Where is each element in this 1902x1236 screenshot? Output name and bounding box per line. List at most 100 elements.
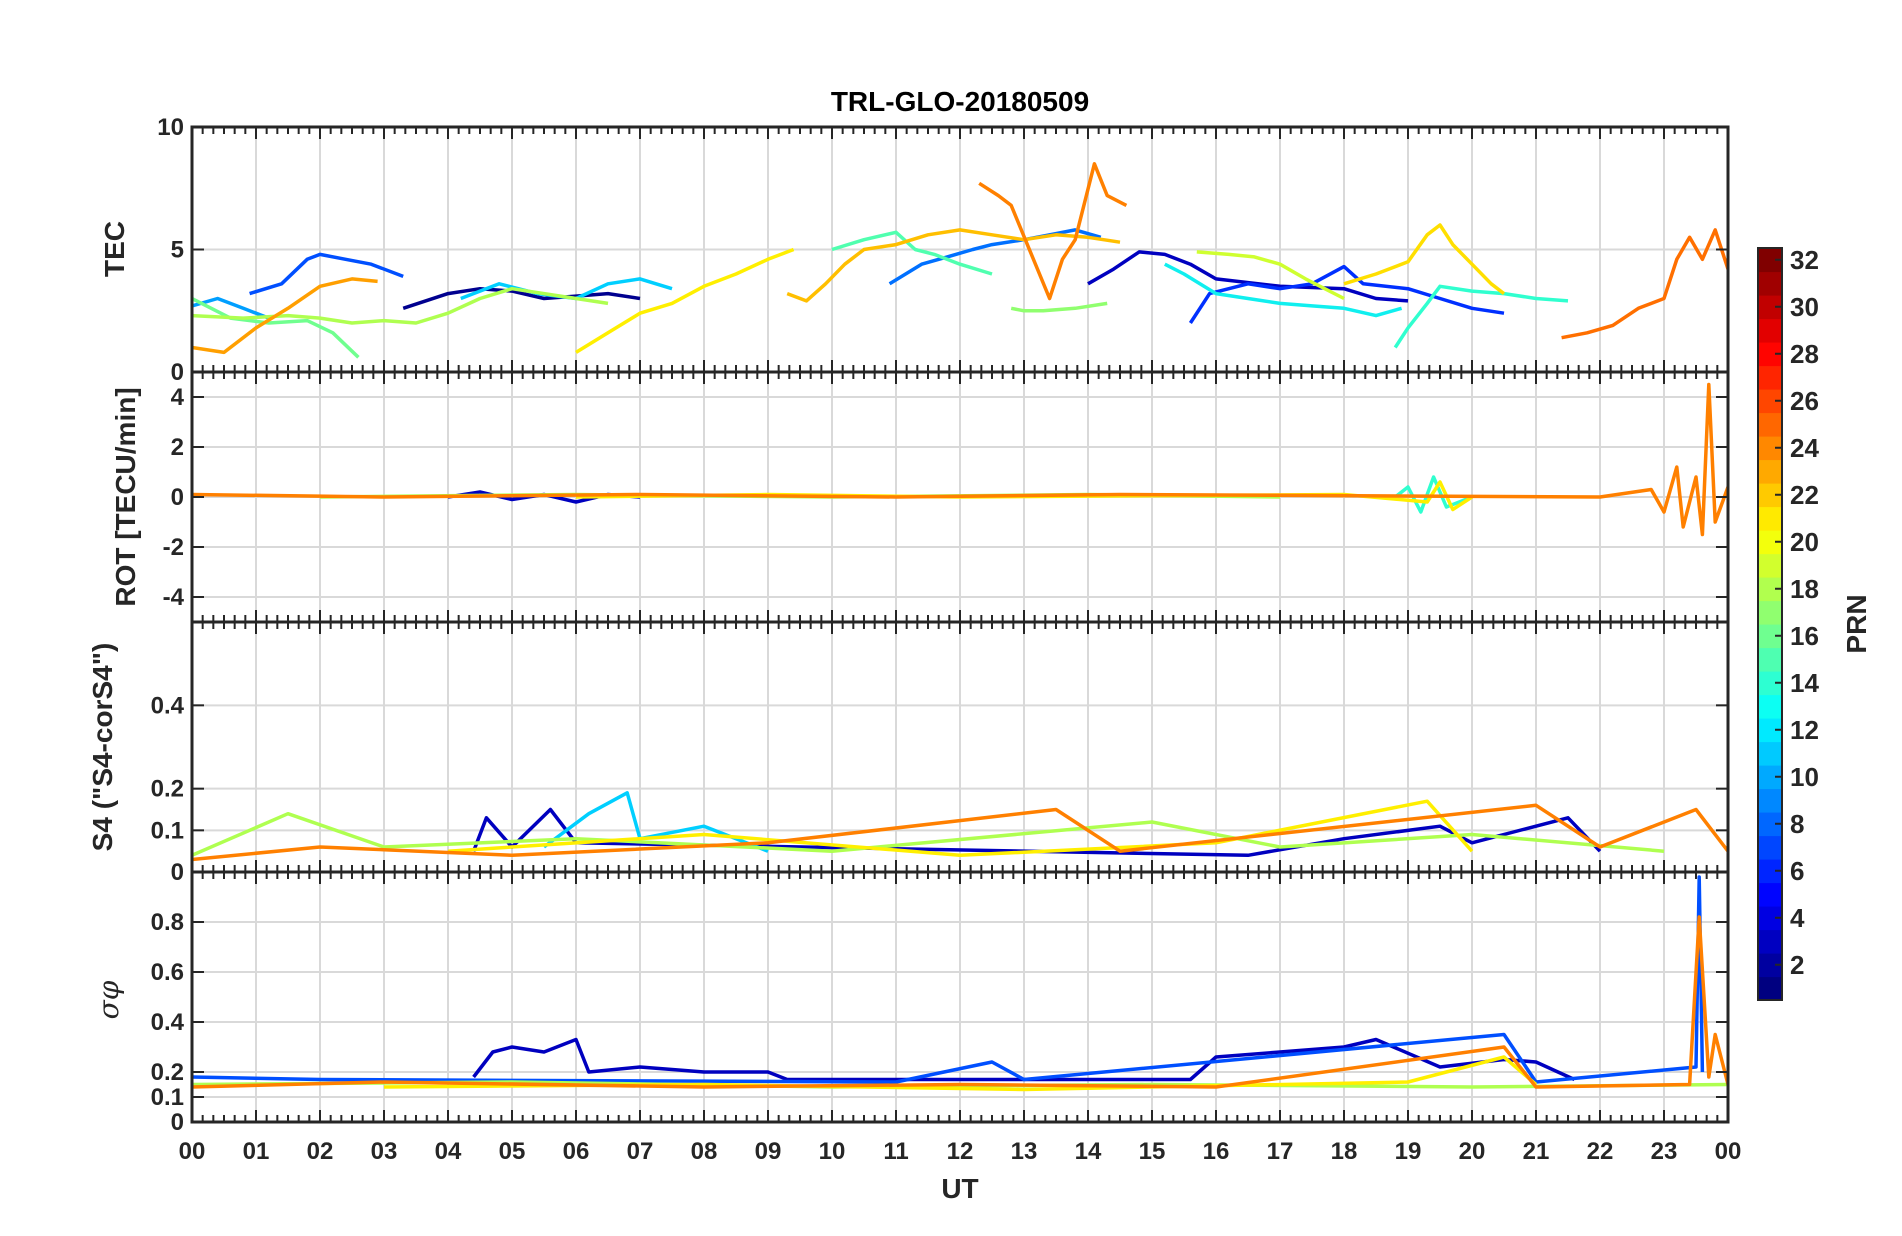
colorbar-swatch: [1758, 929, 1782, 954]
sigma_phi-y-axis-title: σφ: [92, 980, 125, 1019]
x-tick-label: 15: [1139, 1138, 1166, 1165]
s4-series-group: [192, 791, 1728, 862]
tec-y-axis-title: TEC: [99, 221, 130, 277]
tec-series-prn-24: [978, 162, 1128, 301]
x-tick-label: 19: [1395, 1138, 1422, 1165]
x-tick-label: 03: [371, 1138, 398, 1165]
x-tick-label: 00: [1715, 1138, 1742, 1165]
tec-series-group: [192, 162, 1728, 359]
x-tick-label: 07: [627, 1138, 654, 1165]
colorbar-title: PRN: [1841, 594, 1872, 653]
x-tick-label: 05: [499, 1138, 526, 1165]
x-axis-title: UT: [941, 1173, 978, 1204]
colorbar-tick-label: 16: [1790, 621, 1819, 651]
colorbar-frame: [1757, 247, 1783, 1001]
x-tick-label: 09: [755, 1138, 782, 1165]
tec-series-prn-16: [1010, 301, 1108, 313]
colorbar-swatch: [1758, 882, 1782, 907]
colorbar-tick-label: 2: [1790, 950, 1804, 980]
tec-series-prn-1: [402, 286, 641, 310]
x-tick-label: 04: [435, 1138, 462, 1165]
sigma_phi-series-prn-23: [192, 915, 1728, 1089]
s4-series-prn-23: [192, 803, 1728, 862]
colorbar-tick-label: 24: [1790, 433, 1819, 463]
panel-sigma_phi: 00.10.2 0.4 0.6 0.8 σφ: [92, 870, 1730, 1136]
colorbar-swatch: [1758, 318, 1782, 343]
colorbar-swatch: [1758, 647, 1782, 672]
s4-y-tick-label: 0.1: [151, 817, 184, 844]
colorbar-tick-label: 12: [1790, 715, 1819, 745]
x-tick-label: 00: [179, 1138, 206, 1165]
s4-y-tick-label: 0.4: [151, 692, 185, 719]
sigma_phi-y-tick-label: 0.4: [151, 1009, 185, 1036]
tec-series-prn-21: [1343, 223, 1506, 295]
colorbar-tick-label: 6: [1790, 856, 1804, 886]
sigma_phi-series-group: [192, 875, 1728, 1092]
colorbar-swatch: [1758, 459, 1782, 484]
panel-tec: 0 5 10 TEC: [99, 114, 1730, 386]
tec-y-tick-label: 0: [171, 359, 184, 386]
colorbar-tick-label: 32: [1790, 245, 1819, 275]
x-axis-ticks: 00 01 02 03 04 05 06 07 08 09 10 11 12 13 14 15 16 17 18 19…: [179, 1138, 1742, 1165]
s4-series-prn-20: [447, 799, 1474, 858]
tec-series-prn-5: [249, 252, 404, 296]
rot-y-tick-label: 0: [171, 484, 184, 511]
tec-series-prn-25: [1561, 228, 1728, 340]
rot-series-prn-23: [192, 382, 1728, 537]
colorbar-tick-label: 26: [1790, 386, 1819, 416]
s4-y-tick-label: 0: [171, 859, 184, 886]
colorbar-tick-label: 22: [1790, 480, 1819, 510]
colorbar-swatch: [1758, 976, 1782, 1001]
tec-series-prn-12: [1164, 262, 1403, 318]
x-tick-label: 23: [1651, 1138, 1678, 1165]
x-tick-label: 21: [1523, 1138, 1550, 1165]
sigma_phi-series-prn-2: [472, 1037, 1576, 1082]
tec-series-prn-13: [1393, 284, 1569, 349]
x-tick-label: 12: [947, 1138, 974, 1165]
x-tick-label: 16: [1203, 1138, 1230, 1165]
colorbar-swatch: [1758, 694, 1782, 719]
colorbar-tick-label: 30: [1790, 292, 1819, 322]
tec-series-prn-7: [888, 228, 1102, 286]
colorbar-swatch: [1758, 600, 1782, 625]
x-tick-label: 22: [1587, 1138, 1614, 1165]
rot-series-group: [192, 382, 1728, 537]
rot-y-tick-label: 4: [171, 384, 185, 411]
x-tick-label: 06: [563, 1138, 590, 1165]
colorbar-swatch: [1758, 553, 1782, 578]
colorbar-tick-label: 28: [1790, 339, 1819, 369]
sigma_phi-x-minor-ticks: [191, 872, 1729, 1122]
s4-series-prn-2: [471, 807, 1602, 858]
colorbar-tick-label: 10: [1790, 762, 1819, 792]
tec-y-tick-label: 10: [157, 114, 184, 141]
x-tick-label: 20: [1459, 1138, 1486, 1165]
x-tick-label: 18: [1331, 1138, 1358, 1165]
x-tick-label: 10: [819, 1138, 846, 1165]
tec-series-prn-17: [192, 286, 609, 325]
sigma_phi-y-tick-label: 0.2: [151, 1059, 184, 1086]
colorbar-tick-label: 18: [1790, 574, 1819, 604]
s4-y-tick-label: 0.2: [151, 776, 184, 803]
panel-s4: 0 0.1 0.2 0.4 S4 ("S4-corS4"): [87, 620, 1730, 886]
x-tick-label: 01: [243, 1138, 270, 1165]
x-tick-label: 11: [883, 1138, 908, 1165]
rot-y-tick-label: -2: [163, 534, 184, 561]
tec-series-prn-9: [192, 296, 270, 320]
tec-series-prn-18: [1196, 250, 1345, 301]
x-tick-label: 02: [307, 1138, 334, 1165]
tec-y-tick-label: 5: [171, 237, 184, 264]
s4-y-axis-title: S4 ("S4-corS4"): [87, 643, 118, 852]
sigma_phi-y-tick-label: 0.8: [151, 909, 184, 936]
s4-series-prn-17: [192, 811, 1665, 857]
colorbar-swatch: [1758, 835, 1782, 860]
tec-series-prn-2: [1087, 250, 1409, 303]
tec-series-prn-20: [575, 247, 795, 354]
colorbar-tick-label: 20: [1790, 527, 1819, 557]
sigma_phi-y-tick-label: 0.1: [151, 1084, 184, 1111]
colorbar-swatch: [1758, 412, 1782, 437]
colorbar-tick-label: 14: [1790, 668, 1819, 698]
colorbar-swatch: [1758, 365, 1782, 390]
chart-title: TRL-GLO-20180509: [831, 86, 1089, 117]
